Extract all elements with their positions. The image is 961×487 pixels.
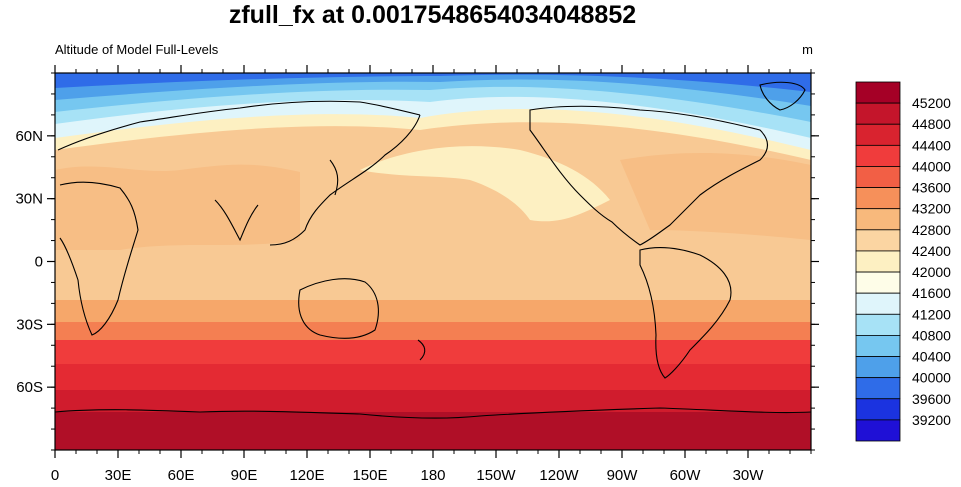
variable-long-name: Altitude of Model Full-Levels: [55, 42, 219, 57]
colorbar-swatch: [855, 102, 901, 125]
colorbar: 45200 44800 44400 44000 43600 43200 42800 42400…: [855, 81, 951, 442]
lon-tick-label: 120E: [289, 467, 324, 484]
colorbar-swatch: [855, 123, 901, 146]
colorbar-swatch: [855, 356, 901, 379]
lon-tick-label: 150E: [352, 467, 387, 484]
colorbar-level-label: 42800: [912, 222, 951, 238]
colorbar-level-label: 40000: [912, 370, 951, 386]
colorbar-level-label: 42400: [912, 243, 951, 259]
lon-tick-label: 30W: [733, 467, 765, 484]
colorbar-level-label: 44800: [912, 116, 951, 132]
contour-field: [55, 73, 811, 450]
colorbar-swatch: [855, 377, 901, 400]
lon-tick-label: 90E: [231, 467, 258, 484]
colorbar-swatch: [855, 335, 901, 357]
units-label: m: [802, 42, 813, 57]
colorbar-swatch: [855, 250, 901, 273]
lon-tick-label: 60E: [168, 467, 195, 484]
colorbar-swatch: [855, 208, 901, 231]
colorbar-swatch: [855, 166, 901, 188]
colorbar-level-label: 41200: [912, 306, 951, 322]
lon-tick-label: 150W: [476, 467, 516, 484]
colorbar-swatch: [855, 81, 901, 104]
colorbar-level-label: 40400: [912, 349, 951, 365]
colorbar-level-label: 44000: [912, 158, 951, 174]
lat-tick-label: 60N: [15, 128, 43, 145]
lat-tick-label: 0: [35, 254, 43, 271]
lon-tick-label: 120W: [539, 467, 579, 484]
colorbar-level-label: 39600: [912, 391, 951, 407]
colorbar-swatch: [855, 229, 901, 252]
map-title: zfull_fx at 0.0017548654034048852: [228, 1, 637, 29]
colorbar-swatch: [855, 398, 901, 421]
lon-tick-label: 90W: [607, 467, 639, 484]
colorbar-level-label: 40800: [912, 327, 951, 343]
latitude-axis: 60N 30N 0 30S 60S: [15, 72, 819, 451]
colorbar-level-label: 43600: [912, 180, 951, 196]
colorbar-swatch: [855, 271, 901, 294]
colorbar-level-label: 45200: [912, 95, 951, 111]
colorbar-level-label: 43200: [912, 201, 951, 217]
lat-tick-label: 30S: [16, 316, 43, 333]
colorbar-level-label: 44400: [912, 137, 951, 153]
colorbar-level-label: 42000: [912, 264, 951, 280]
colorbar-swatch: [855, 419, 901, 442]
colorbar-swatch: [855, 144, 901, 167]
colorbar-swatch: [855, 187, 901, 210]
colorbar-level-label: 39200: [912, 412, 951, 428]
colorbar-swatch: [855, 313, 901, 336]
colorbar-swatch: [855, 292, 901, 315]
lon-tick-label: 30E: [105, 467, 132, 484]
lon-tick-label: 0: [51, 467, 59, 484]
lon-tick-label: 60W: [670, 467, 702, 484]
lon-tick-label: 180: [420, 467, 445, 484]
colorbar-level-label: 41600: [912, 285, 951, 301]
coastlines: [55, 81, 811, 419]
lat-tick-label: 60S: [16, 379, 43, 396]
longitude-axis: 0 30E 60E 90E 120E 150E 180 150W 120W 90W 60W 30W: [51, 65, 812, 484]
lat-tick-label: 30N: [15, 191, 43, 208]
